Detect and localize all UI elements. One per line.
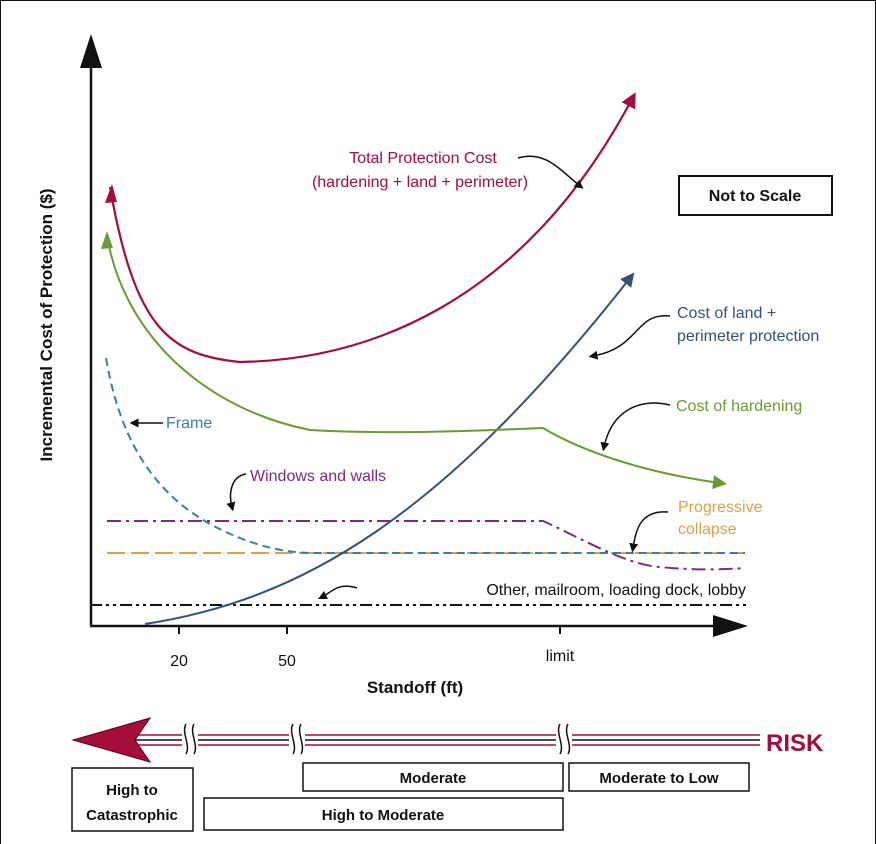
land-label-line1: Cost of land + (677, 305, 776, 322)
hardening-pointer (600, 402, 671, 452)
land-label-line2: perimeter protection (677, 328, 819, 345)
not-to-scale-border (678, 175, 833, 216)
risk-bands: High to Catastrophic Moderate High to Mo… (71, 762, 750, 832)
risk-label: RISK (766, 730, 824, 757)
band-high-catastrophic-line1: High to (106, 782, 158, 799)
hardening-start-arrowhead (101, 231, 113, 249)
y-axis-arrowhead (80, 34, 102, 68)
band-moderate-label: Moderate (400, 770, 467, 787)
total-cost-label-line2: (hardening + land + perimeter) (312, 174, 528, 191)
risk-arrow: RISK (71, 717, 824, 763)
x-axis-title: Standoff (ft) (367, 678, 463, 697)
other-label: Other, mailroom, loading dock, lobby (486, 582, 746, 599)
band-high-catastrophic-line2: Catastrophic (86, 807, 178, 824)
windows-walls-curve (107, 520, 746, 571)
band-moderate-low-label: Moderate to Low (599, 770, 718, 787)
other-pointer (317, 585, 358, 600)
axes: 20 50 limit Standoff (ft) Incremental Co… (37, 34, 748, 697)
windows-label: Windows and walls (250, 468, 386, 485)
hardening-curve (106, 235, 727, 489)
x-tick-label-limit: limit (546, 648, 575, 665)
curves (90, 92, 748, 625)
total-cost-label-line1: Total Protection Cost (349, 150, 497, 167)
progressive-label-line2: collapse (678, 521, 737, 538)
land-perimeter-curve (144, 272, 635, 625)
band-high-catastrophic (71, 767, 194, 832)
break-mark-3 (556, 723, 572, 755)
band-moderate-low (568, 762, 750, 792)
progressive-label-line1: Progressive (678, 499, 763, 516)
band-high-moderate (203, 797, 564, 831)
hardening-label: Cost of hardening (676, 398, 802, 415)
frame-label: Frame (166, 415, 212, 432)
break-mark-1 (182, 723, 198, 755)
x-tick-label-50: 50 (278, 653, 296, 670)
windows-pointer (226, 473, 247, 512)
x-axis-arrowhead (713, 615, 748, 637)
land-pointer (588, 315, 671, 360)
callout-pointers (129, 155, 671, 600)
progressive-pointer (629, 511, 669, 553)
total-cost-curve (108, 92, 636, 364)
y-axis-title: Incremental Cost of Protection ($) (37, 189, 56, 462)
break-mark-2 (289, 723, 305, 755)
band-high-moderate-label: High to Moderate (322, 807, 445, 824)
risk-arrowhead (71, 717, 152, 763)
curve-labels: Total Protection Cost (hardening + land … (166, 150, 819, 599)
total-cost-pointer (517, 155, 584, 189)
not-to-scale-text: Not to Scale (709, 188, 802, 205)
band-moderate (302, 762, 564, 792)
total-cost-start-arrowhead (105, 184, 117, 203)
frame-curve (105, 357, 745, 554)
not-to-scale-box: Not to Scale (678, 175, 833, 216)
x-tick-label-20: 20 (170, 653, 188, 670)
